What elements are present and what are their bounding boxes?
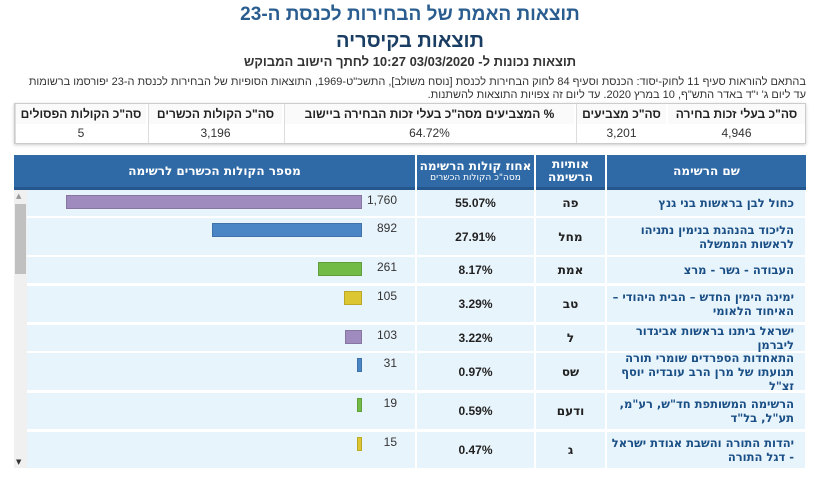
votes-cell: 15 [27, 432, 415, 468]
list-name-text: כחול לבן בראשות בני גנץ [658, 196, 794, 210]
votes-cell: 31 [27, 353, 415, 390]
vote-count: 15 [383, 435, 397, 449]
votes-cell: 105 [27, 286, 415, 322]
list-name-text: ימינה הימין החדש – הבית היהודי – האיחוד … [612, 290, 794, 318]
list-name[interactable]: ישראל ביתנו בראשות אביגדור ליברמן [607, 324, 805, 352]
header-label: אחוז קולות הרשימה [419, 158, 532, 173]
summary-invalid-votes: סה"כ הקולות הפסולים 5 [15, 104, 146, 143]
list-letters: שס [536, 353, 605, 390]
summary-label: סה"כ הקולות הפסולים [16, 104, 146, 124]
header-letters[interactable]: אותיות הרשימה [536, 155, 605, 190]
header-sublabel: מסה"כ הקולות הכשרים [430, 172, 521, 183]
list-name[interactable]: הליכוד בהנהגת בנימין נתניהו לראשות הממשל… [607, 218, 805, 255]
votes-cell: 103 [27, 325, 415, 351]
vote-count: 892 [376, 221, 397, 235]
table-row[interactable]: כחול לבן בראשות בני גנץ פה 55.07% 1,760 [27, 190, 806, 216]
vote-bar [66, 195, 362, 209]
vote-percent: 27.91% [417, 218, 534, 255]
votes-cell: 261 [27, 257, 415, 283]
vote-bar [344, 291, 362, 305]
header-list-name[interactable]: שם הרשימה [607, 155, 806, 190]
list-name-text: הליכוד בהנהגת בנימין נתניהו לראשות הממשל… [640, 222, 794, 251]
legal-notice: בהתאם להוראות סעיף 11 לחוק-יסוד: הכנסת ו… [28, 76, 806, 101]
list-letters: ג [536, 432, 605, 468]
summary-value: 64.72% [409, 126, 450, 140]
summary-value: 5 [77, 126, 85, 140]
summary-value: 3,196 [200, 126, 231, 140]
header-percent[interactable]: אחוז קולות הרשימה מסה"כ הקולות הכשרים [417, 155, 534, 190]
summary-table: סה"כ בעלי זכות בחירה 4,946 סה"כ מצביעים 3,… [14, 103, 806, 144]
summary-label: סה"כ בעלי זכות בחירה [668, 104, 805, 124]
header-votes[interactable]: מספר הקולות הכשרים לרשימה [14, 155, 415, 190]
list-name-text: הרשימה המשותפת חד"ש, רע"מ, תע"ל, בל"ד [619, 397, 794, 425]
votes-cell: 1,760 [27, 190, 415, 216]
table-row[interactable]: הרשימה המשותפת חד"ש, רע"מ, תע"ל, בל"ד וד… [27, 393, 806, 429]
vote-count: 19 [383, 396, 397, 410]
vote-count: 103 [376, 328, 397, 342]
scroll-up-arrow-icon[interactable]: ▲ [16, 192, 22, 200]
list-name-text: ישראל ביתנו בראשות אביגדור ליברמן [635, 324, 794, 352]
list-name-text: העבודה - גשר - מרצ [683, 263, 794, 277]
table-row[interactable]: יהדות התורה והשבת אגודת ישראל - דגל התור… [27, 432, 806, 468]
vote-percent: 3.22% [417, 325, 534, 351]
vote-percent: 3.29% [417, 286, 534, 322]
list-letters: ל [536, 325, 605, 351]
table-row[interactable]: ישראל ביתנו בראשות אביגדור ליברמן ל 3.22… [27, 324, 806, 352]
list-letters: מחל [536, 218, 605, 255]
header-label: מספר הקולות הכשרים לרשימה [128, 163, 301, 178]
vote-percent: 0.97% [417, 353, 534, 390]
vote-count: 105 [376, 289, 397, 303]
vote-percent: 55.07% [417, 190, 534, 216]
locality-title: תוצאות בקיסריה [336, 30, 484, 52]
scroll-down-arrow-icon[interactable]: ▼ [16, 458, 22, 466]
list-letters: ודעם [536, 393, 605, 429]
votes-cell: 19 [27, 393, 415, 429]
votes-cell: 892 [27, 218, 415, 255]
list-name[interactable]: כחול לבן בראשות בני גנץ [607, 190, 805, 216]
list-name-text: יהדות התורה והשבת אגודת ישראל - דגל התור… [611, 436, 794, 464]
summary-turnout: % המצביעים מסה"כ בעלי זכות הבחירה ביישוב… [284, 104, 574, 143]
list-name-text: התאחדות הספרדים שומרי תורה תנועתו של מרן… [621, 350, 794, 393]
scrollbar-thumb[interactable] [15, 204, 26, 274]
list-name[interactable]: הרשימה המשותפת חד"ש, רע"מ, תע"ל, בל"ד [607, 393, 805, 429]
summary-label: סה"כ מצביעים [577, 104, 666, 124]
summary-valid-votes: סה"כ הקולות הכשרים 3,196 [148, 104, 282, 143]
summary-label: % המצביעים מסה"כ בעלי זכות הבחירה ביישוב [285, 104, 574, 124]
vote-percent: 0.59% [417, 393, 534, 429]
vote-percent: 8.17% [417, 257, 534, 283]
vote-count: 1,760 [366, 193, 397, 207]
vote-bar [357, 358, 362, 372]
list-name[interactable]: יהדות התורה והשבת אגודת ישראל - דגל התור… [607, 432, 805, 468]
summary-value: 3,201 [606, 126, 637, 140]
list-name[interactable]: העבודה - גשר - מרצ [607, 257, 805, 283]
vote-count: 261 [376, 260, 397, 274]
vote-count: 31 [383, 356, 397, 370]
table-row[interactable]: הליכוד בהנהגת בנימין נתניהו לראשות הממשל… [27, 218, 806, 255]
vote-bar [345, 330, 362, 344]
page-title: תוצאות האמת של הבחירות לכנסת ה-23 [240, 4, 580, 25]
summary-label: סה"כ הקולות הכשרים [149, 104, 282, 124]
updated-timestamp: תוצאות נכונות ל- 03/03/2020 10:27 לחתך ה… [243, 54, 577, 69]
summary-value: 4,946 [721, 126, 752, 140]
summary-eligible: סה"כ בעלי זכות בחירה 4,946 [668, 104, 805, 143]
table-row[interactable]: העבודה - גשר - מרצ אמת 8.17% 261 [27, 257, 806, 283]
vote-bar [318, 262, 362, 276]
vote-bar [357, 398, 362, 412]
header-label: שם הרשימה [673, 163, 740, 178]
header-label: אותיות הרשימה [547, 157, 594, 184]
list-name[interactable]: התאחדות הספרדים שומרי תורה תנועתו של מרן… [607, 350, 805, 393]
list-name[interactable]: ימינה הימין החדש – הבית היהודי – האיחוד … [607, 286, 805, 322]
table-row[interactable]: התאחדות הספרדים שומרי תורה תנועתו של מרן… [27, 350, 806, 393]
summary-voters: סה"כ מצביעים 3,201 [576, 104, 666, 143]
vote-bar [357, 437, 362, 451]
vote-percent: 0.47% [417, 432, 534, 468]
list-letters: אמת [536, 257, 605, 283]
list-letters: פה [536, 190, 605, 216]
list-letters: טב [536, 286, 605, 322]
vote-bar [212, 223, 362, 237]
table-row[interactable]: ימינה הימין החדש – הבית היהודי – האיחוד … [27, 286, 806, 322]
